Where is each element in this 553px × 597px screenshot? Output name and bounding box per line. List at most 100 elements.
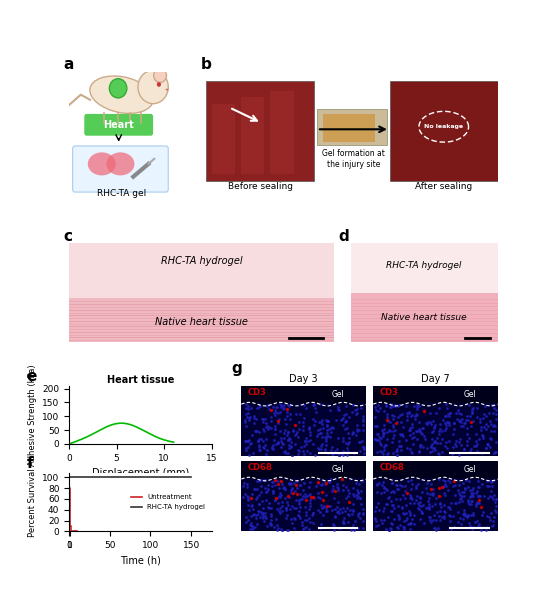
Point [317,441,326,451]
Point [467,417,476,427]
Point [436,516,445,525]
Point [414,448,423,457]
Point [247,524,256,534]
Point [475,498,484,508]
Point [385,402,394,412]
Point [485,408,494,417]
Point [292,427,301,436]
Point [329,525,338,535]
Point [338,436,347,445]
Point [429,488,438,498]
Point [242,436,251,445]
Text: CD3: CD3 [248,388,267,397]
Point [306,436,315,445]
Point [332,444,341,454]
Point [408,515,417,524]
Point [332,501,341,511]
Point [413,503,422,513]
Point [248,524,257,533]
Point [271,424,280,434]
Point [341,438,350,448]
Point [299,417,307,427]
Point [354,488,363,497]
Point [285,478,294,488]
Point [429,444,438,453]
Point [274,491,283,501]
Point [419,501,427,510]
Point [253,427,262,436]
Point [285,479,294,488]
Point [242,399,251,409]
Point [431,524,440,533]
Point [371,521,380,531]
Point [252,426,261,436]
Point [283,448,292,457]
Point [404,476,413,486]
Point [477,479,486,489]
Point [397,441,406,451]
Point [305,430,314,439]
Point [406,484,415,494]
Point [281,503,290,513]
Point [339,480,348,490]
Point [445,502,453,512]
Point [244,506,253,515]
Point [371,402,379,411]
Point [276,402,285,411]
Point [466,493,474,502]
Point [316,480,325,490]
Point [399,522,408,531]
Point [340,507,349,516]
Point [426,442,435,452]
Point [451,436,460,445]
Point [303,447,312,456]
Point [455,497,464,507]
Point [321,506,330,516]
Point [421,435,430,444]
Point [379,515,388,524]
Point [463,411,472,420]
Point [425,448,434,457]
Point [483,439,492,449]
Point [253,492,262,501]
Text: Gel: Gel [464,390,477,399]
Bar [242,461,366,478]
Point [409,439,418,449]
Point [477,510,486,520]
Point [405,425,414,435]
Point [455,450,463,460]
Point [382,416,391,425]
Point [348,427,357,436]
Point [342,417,351,426]
Point [314,425,323,435]
Point [322,479,331,488]
Point [245,413,254,422]
Point [263,424,272,434]
Point [254,509,263,519]
Point [343,444,352,453]
Point [243,493,252,502]
Text: b: b [200,57,211,72]
Point [285,504,294,513]
Point [396,446,405,456]
Point [472,488,481,497]
Point [372,502,381,512]
Point [471,429,480,439]
Point [408,419,417,429]
Point [338,475,347,484]
Point [298,494,306,503]
Point [329,449,338,458]
Point [249,484,258,493]
Point [378,481,387,490]
Point [268,478,276,487]
Point [262,418,271,427]
Point [462,436,471,446]
Point [243,500,252,509]
Point [408,494,416,504]
Point [243,413,252,422]
Point [434,523,442,533]
Point [279,404,288,413]
Point [278,497,287,506]
Point [445,436,453,445]
Point [269,477,278,487]
